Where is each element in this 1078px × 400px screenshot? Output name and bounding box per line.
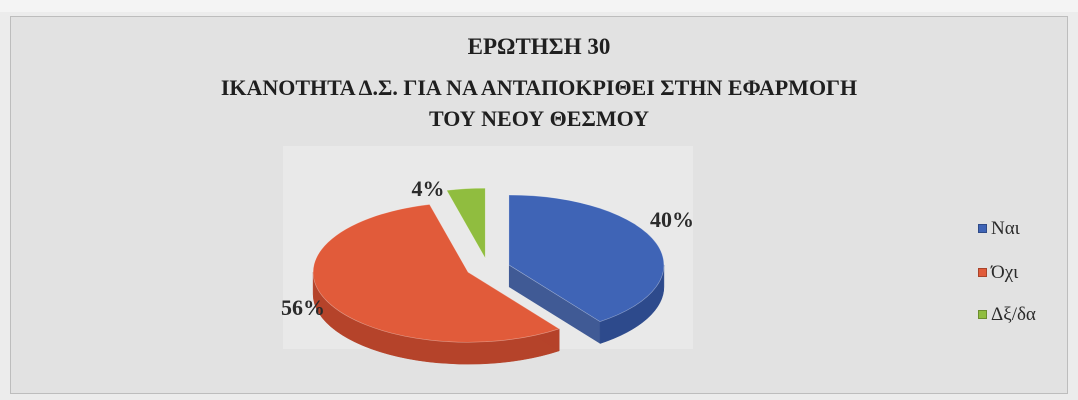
pie-slice-dxda [446,187,486,260]
chart-subtitle-line-2: ΤΟΥ ΝΕΟΥ ΘΕΣΜΟΥ [428,106,650,131]
legend-label-nai: Ναι [991,218,1020,239]
chart-subtitle-line-1: ΙΚΑΝΟΤΗΤΑ Δ.Σ. ΓΙΑ ΝΑ ΑΝΤΑΠΟΚΡΙΘΕΙ ΣΤΗΝ … [220,75,858,100]
pie-cut-face-nai-1 [508,264,601,344]
data-label-nai: 40% [650,207,694,232]
data-label-dxda: 4% [412,176,445,201]
legend-swatch-ochi [978,268,987,277]
pie-slice-ochi [312,204,560,343]
data-label-ochi: 56% [281,295,325,320]
pie-slice-nai [508,194,665,322]
legend-swatch-dxda [978,310,987,319]
legend-swatch-nai [978,224,987,233]
top-border-strip [0,0,1078,12]
legend-label-ochi: Όχι [991,262,1019,283]
chart-title: ΕΡΩΤΗΣΗ 30 [467,34,611,59]
legend-label-dxda: Δξ/δα [991,304,1036,325]
